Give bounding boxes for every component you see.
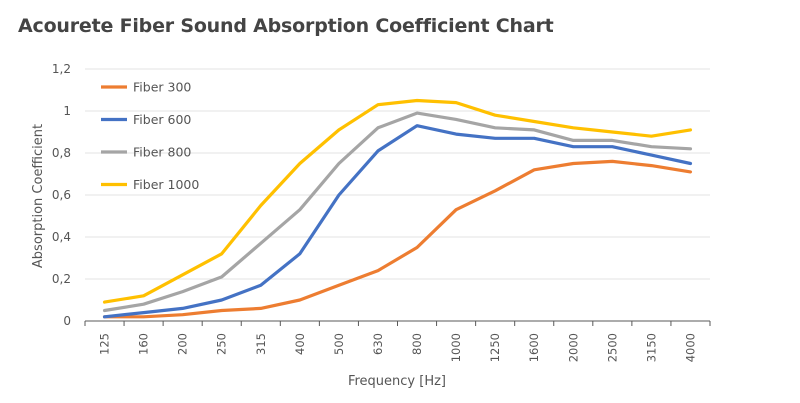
- series-line-2: [102, 124, 693, 319]
- x-tick-label: 2500: [605, 333, 619, 362]
- x-tick-label: 500: [332, 333, 346, 355]
- x-tick-label: 160: [137, 333, 151, 355]
- y-tick-label: 0,8: [52, 146, 71, 160]
- series-line-1: [102, 159, 693, 319]
- chart-title: Acourete Fiber Sound Absorption Coeffici…: [18, 15, 554, 37]
- y-tick-label: 1: [63, 104, 71, 118]
- axes: 0 0,2 0,4 0,6 0,8 1 1,2 125 160 200 250 315 400 500 63…: [52, 62, 711, 362]
- series-line-3: [102, 111, 693, 313]
- legend-label: Fiber 600: [133, 112, 191, 127]
- x-tick-label: 125: [98, 333, 112, 355]
- x-tick-label: 1000: [449, 333, 463, 362]
- y-tick-label: 0,2: [52, 272, 71, 286]
- x-tick-label: 400: [293, 333, 307, 355]
- x-tick-label: 200: [176, 333, 190, 355]
- x-tick-label: 4000: [683, 333, 697, 362]
- x-tick-label: 1600: [527, 333, 541, 362]
- legend-label: Fiber 800: [133, 145, 191, 160]
- x-tick-label: 2000: [566, 333, 580, 362]
- x-tick-label: 3150: [644, 333, 658, 362]
- legend-label: Fiber 300: [133, 80, 191, 95]
- y-axis-label: Absorption Coefficient: [31, 124, 46, 268]
- x-tick-label: 800: [410, 333, 424, 355]
- x-tick-label: 1250: [488, 333, 502, 362]
- series-line-4: [102, 98, 693, 304]
- grid: [85, 68, 710, 280]
- y-tick-label: 1,2: [52, 62, 71, 76]
- x-tick-label: 315: [254, 333, 268, 355]
- legend-label: Fiber 1000: [133, 177, 199, 192]
- y-tick-label: 0,4: [52, 230, 71, 244]
- series: [102, 98, 693, 319]
- y-tick-label: 0,6: [52, 188, 71, 202]
- x-axis-label: Frequency [Hz]: [348, 374, 446, 389]
- y-tick-label: 0: [63, 314, 71, 328]
- x-tick-label: 250: [215, 333, 229, 355]
- legend: Fiber 300 Fiber 600 Fiber 800 Fiber 1000: [101, 80, 199, 192]
- x-tick-label: 630: [371, 333, 385, 355]
